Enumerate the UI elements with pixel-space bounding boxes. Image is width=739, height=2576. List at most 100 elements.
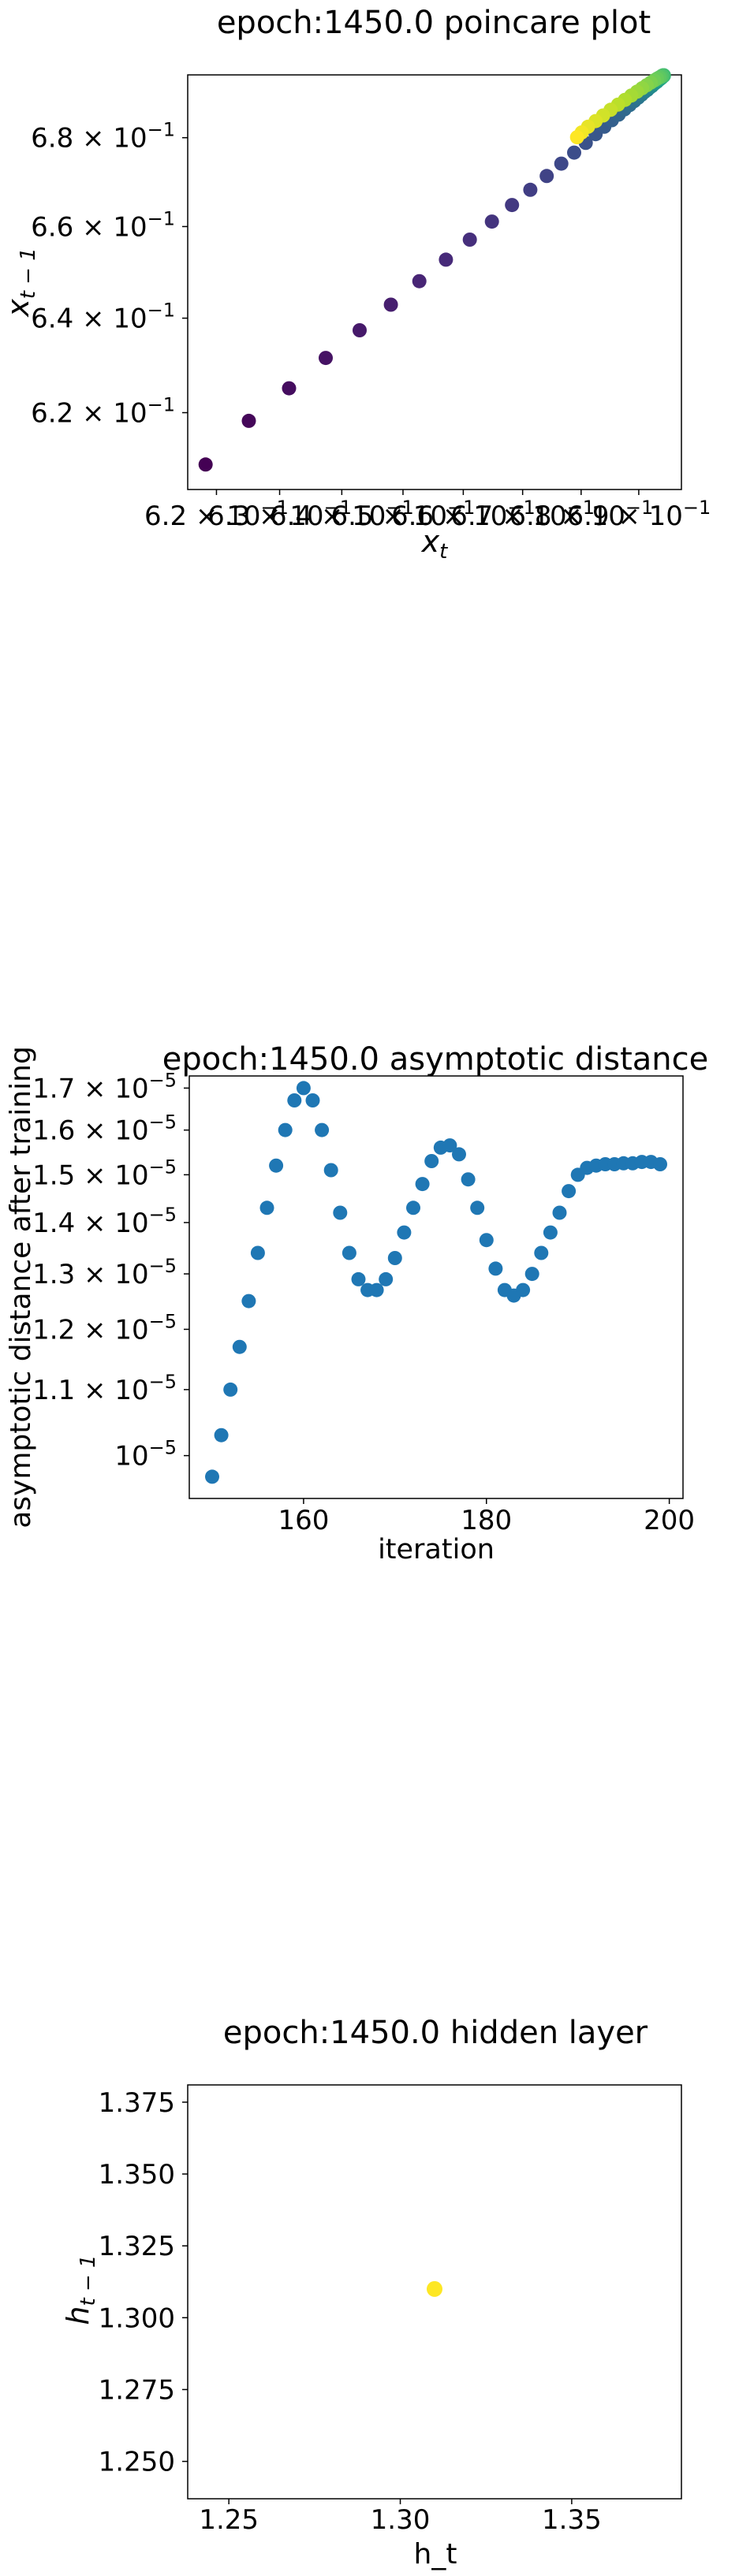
asymptotic-y-ticks: 10−5 1.1 × 10−5 1.2 × 10−5 1.3 × 10−5 1.4 × … xyxy=(32,1069,189,1472)
asymptotic-distance-chart: epoch:1450.0 asymptotic distance 160 180 2… xyxy=(5,1041,708,1565)
data-point xyxy=(442,1138,457,1153)
y-tick-label: 10−5 xyxy=(114,1437,177,1472)
y-tick-label: 6.8 × 10−1 xyxy=(31,119,175,154)
y-tick-label: 1.250 xyxy=(99,2447,175,2478)
asymptotic-x-axis-label: iteration xyxy=(378,1534,495,1565)
x-tick-label: 6.6 × 10−1 xyxy=(391,497,536,532)
data-point xyxy=(484,214,499,229)
y-tick-label: 1.4 × 10−5 xyxy=(32,1204,177,1239)
hidden-layer-y-axis-label: ht − 1 xyxy=(61,2254,100,2325)
data-point xyxy=(534,1245,549,1260)
y-tick-label: 1.3 × 10−5 xyxy=(32,1255,177,1290)
data-point xyxy=(241,413,256,428)
data-point xyxy=(424,1154,439,1168)
poincare-y-ticks: 6.2 × 10−1 6.4 × 10−1 6.6 × 10−1 6.8 × 10−1 xyxy=(31,119,188,430)
y-tick-label: 6.6 × 10−1 xyxy=(31,207,175,243)
data-point xyxy=(653,1157,667,1171)
data-point xyxy=(427,2280,442,2297)
data-point xyxy=(452,1147,466,1162)
asymptotic-x-ticks: 160 180 200 xyxy=(278,1498,695,1536)
data-point xyxy=(323,1163,338,1178)
poincare-x-ticks: 6.2 × 10−16.3 × 10−16.4 × 10−16.5 × 10−1… xyxy=(144,490,711,532)
y-tick-label: 1.350 xyxy=(99,2159,175,2191)
data-point xyxy=(461,1172,476,1187)
data-point xyxy=(524,1267,539,1282)
data-point xyxy=(383,297,398,312)
x-tick-label: 6.9 × 10−1 xyxy=(566,497,711,532)
data-point xyxy=(223,1382,238,1397)
y-tick-label: 1.300 xyxy=(99,2302,175,2334)
data-point xyxy=(232,1339,247,1354)
data-point xyxy=(259,1201,274,1215)
hidden-layer-plot-area xyxy=(187,2084,682,2500)
asymptotic-title: epoch:1450.0 asymptotic distance xyxy=(162,1041,709,1078)
y-tick-label: 1.5 × 10−5 xyxy=(32,1156,177,1191)
poincare-x-axis-label: xt xyxy=(421,524,449,564)
data-point xyxy=(415,1177,430,1192)
x-tick-label: 1.30 xyxy=(371,2504,431,2536)
data-point xyxy=(387,1251,402,1265)
poincare-points xyxy=(198,68,671,472)
data-point xyxy=(269,1158,284,1173)
asymptotic-y-axis-label: asymptotic distance after training xyxy=(5,1046,37,1528)
data-point xyxy=(552,1205,567,1220)
data-point xyxy=(543,1225,558,1240)
y-tick-label: 1.375 xyxy=(99,2087,175,2119)
data-point xyxy=(296,1081,311,1096)
data-point xyxy=(319,351,333,366)
data-point xyxy=(369,1282,384,1297)
x-tick-label: 1.35 xyxy=(542,2504,602,2536)
asymptotic-points xyxy=(205,1081,667,1484)
data-point xyxy=(569,130,584,145)
poincare-chart: epoch:1450.0 poincare plot 6.2 × 10−16.3… xyxy=(1,5,711,564)
hidden-layer-y-ticks: 1.250 1.275 1.300 1.325 1.350 1.375 xyxy=(99,2087,188,2478)
data-point xyxy=(287,1093,302,1107)
data-point xyxy=(241,1294,256,1308)
data-point xyxy=(315,1122,330,1137)
y-tick-label: 1.2 × 10−5 xyxy=(32,1310,177,1346)
data-point xyxy=(250,1245,265,1260)
x-tick-label: 200 xyxy=(644,1505,695,1536)
y-tick-label: 1.1 × 10−5 xyxy=(32,1371,177,1406)
poincare-title: epoch:1450.0 poincare plot xyxy=(217,5,651,41)
hidden-layer-points xyxy=(427,2280,442,2297)
data-point xyxy=(470,1201,485,1215)
data-point xyxy=(516,1282,531,1297)
x-tick-label: 160 xyxy=(278,1505,329,1536)
data-point xyxy=(379,1271,394,1286)
data-point xyxy=(505,198,520,213)
data-point xyxy=(205,1469,219,1484)
data-point xyxy=(397,1225,412,1240)
data-point xyxy=(412,274,427,288)
data-point xyxy=(562,1184,577,1199)
data-point xyxy=(342,1245,356,1260)
data-point xyxy=(488,1261,503,1276)
data-point xyxy=(333,1205,348,1220)
x-tick-label: 1.25 xyxy=(199,2504,259,2536)
data-point xyxy=(567,145,581,160)
poincare-plot-area xyxy=(187,74,682,490)
data-point xyxy=(539,169,554,184)
asymptotic-plot-area xyxy=(188,1075,684,1499)
hidden-layer-x-ticks: 1.25 1.30 1.35 xyxy=(199,2499,602,2536)
y-tick-label: 6.2 × 10−1 xyxy=(31,394,175,430)
data-point xyxy=(198,457,213,472)
hidden-layer-chart: epoch:1450.0 hidden layer 1.25 1.30 1.35 1… xyxy=(61,2015,682,2570)
hidden-layer-title: epoch:1450.0 hidden layer xyxy=(223,2015,648,2051)
data-point xyxy=(305,1093,320,1107)
data-point xyxy=(462,233,477,247)
data-point xyxy=(351,1271,366,1286)
data-point xyxy=(282,381,297,396)
data-point xyxy=(523,182,538,197)
data-point xyxy=(439,252,453,267)
y-tick-label: 1.275 xyxy=(99,2374,175,2406)
poincare-y-axis-label: xt − 1 xyxy=(1,248,40,318)
data-point xyxy=(278,1122,293,1137)
y-tick-label: 1.6 × 10−5 xyxy=(32,1111,177,1147)
y-tick-label: 1.325 xyxy=(99,2231,175,2262)
data-point xyxy=(479,1233,494,1248)
data-point xyxy=(406,1201,420,1215)
data-point xyxy=(353,323,367,337)
data-point xyxy=(214,1428,229,1442)
